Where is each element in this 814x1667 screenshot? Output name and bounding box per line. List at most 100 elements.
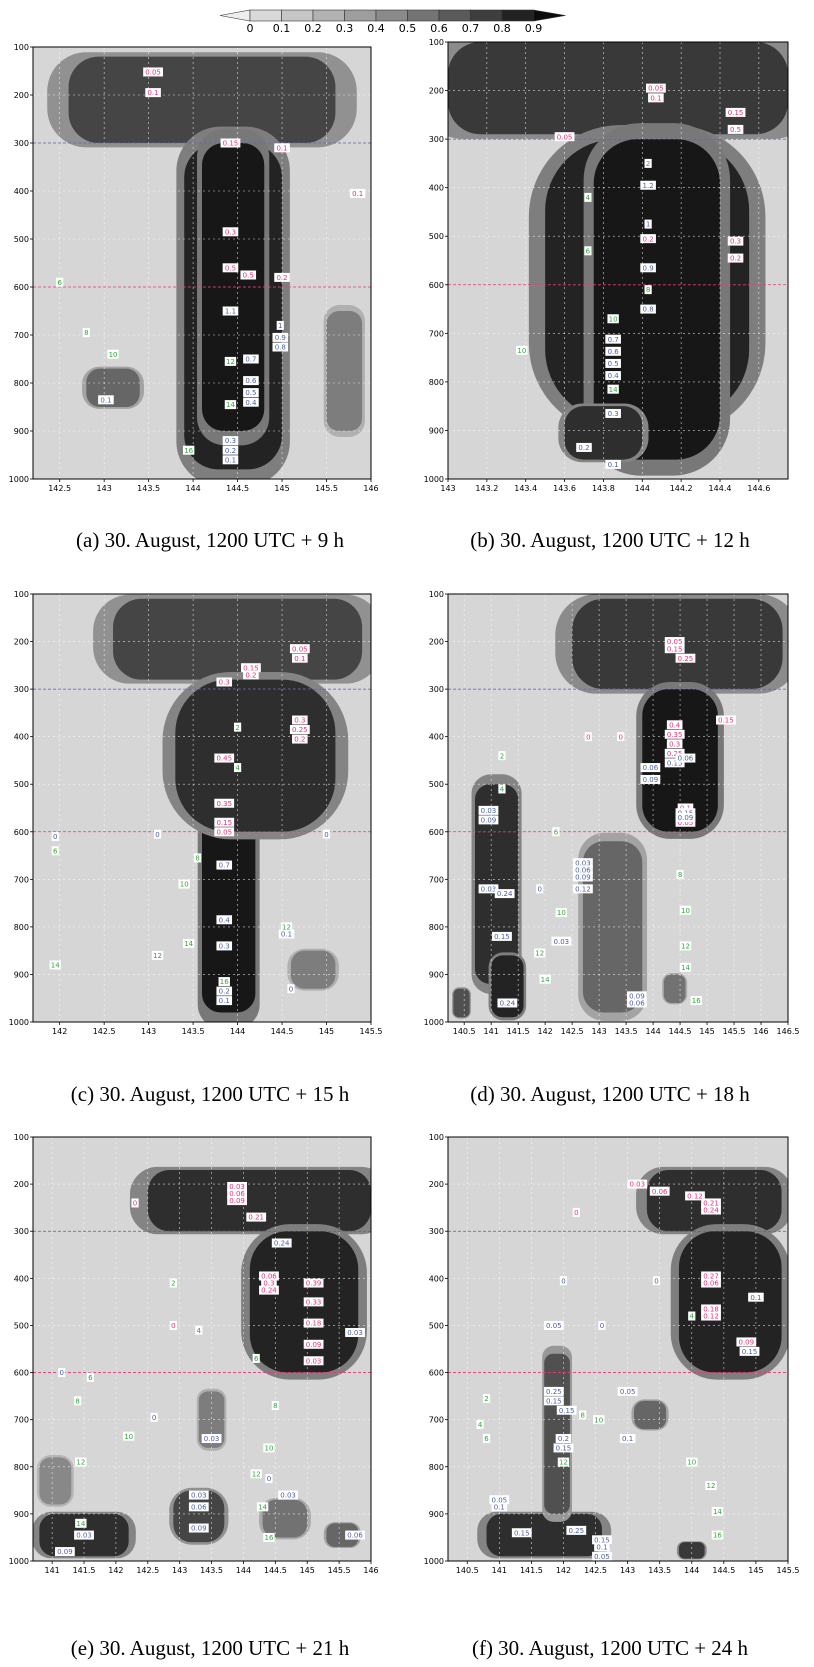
contour-label: 0.12 xyxy=(685,1191,705,1200)
contour-label-box xyxy=(539,974,551,984)
contour-label-box xyxy=(701,1311,721,1321)
y-tick-label: 800 xyxy=(429,1463,444,1472)
contour-label: 0.06 xyxy=(573,865,593,874)
contour-label-box xyxy=(605,371,621,381)
x-tick-label: 144.5 xyxy=(669,1027,692,1036)
contour-label-box xyxy=(572,1207,580,1217)
contour-label: 0.45 xyxy=(214,753,235,763)
contour-label-box xyxy=(214,753,235,763)
contour-label-box xyxy=(292,653,308,663)
contour-label: 0.15 xyxy=(664,644,685,653)
contour-label-box xyxy=(214,817,235,827)
x-tick-label: 143 xyxy=(141,1027,156,1036)
contour-label-text: 0.7 xyxy=(219,862,230,870)
contour-label-box xyxy=(690,996,702,1006)
x-tick-label: 145.5 xyxy=(360,1027,383,1036)
contour-label-text: 0 xyxy=(654,1277,658,1285)
contour-label: 6 xyxy=(482,1434,491,1443)
contour-label-text: 0.2 xyxy=(643,235,654,243)
colorbar-swatch xyxy=(407,9,440,22)
shading-core xyxy=(544,1353,570,1514)
contour-label-box xyxy=(716,715,736,725)
contour-label-text: 4 xyxy=(586,194,591,202)
contour-label: 0.5 xyxy=(243,388,259,397)
contour-label-box xyxy=(222,263,239,273)
contour-label: 0.1 xyxy=(274,143,290,152)
contour-label-box xyxy=(256,1502,269,1512)
contour-label: 0.15 xyxy=(214,817,235,827)
contour-label-box xyxy=(303,1297,324,1307)
contour-label-box xyxy=(607,384,619,394)
contour-label: 0.05 xyxy=(675,817,696,827)
contour-label-box xyxy=(227,1181,247,1191)
contour-label-box xyxy=(677,803,694,813)
contour-label-box xyxy=(188,1523,209,1533)
contour-label: 14 xyxy=(49,960,61,970)
contour-label: 14 xyxy=(224,400,237,409)
contour-label-text: 6 xyxy=(554,828,559,836)
contour-label: 12 xyxy=(679,941,692,951)
contour-label: 6 xyxy=(56,277,64,287)
panel-b: 0.050.10.050.150.50.30.20.21.210.90.80.7… xyxy=(424,38,789,493)
contour-label: 4 xyxy=(688,1311,696,1321)
contour-label-text: 0.2 xyxy=(578,444,589,452)
contour-label-text: 0 xyxy=(155,831,159,839)
contour-label-text: 0.45 xyxy=(216,755,232,763)
contour-label-box xyxy=(322,829,331,839)
shading-core xyxy=(486,1513,602,1557)
contour-label-text: 0.5 xyxy=(225,264,236,272)
contour-label: 0.05 xyxy=(214,827,235,837)
contour-label: 10 xyxy=(686,1457,698,1467)
plot-area: 0.030.060.120.210.240.270.060.180.120.09… xyxy=(448,1137,788,1561)
contour-label-text: 4 xyxy=(478,1421,483,1429)
y-tick-label: 900 xyxy=(14,1510,29,1519)
contour-label-text: 0.9 xyxy=(643,264,654,272)
contour-label-box xyxy=(201,1434,222,1444)
contour-label-box xyxy=(220,138,241,148)
contour-label-box xyxy=(664,748,685,758)
colorbar-swatch xyxy=(375,9,408,22)
contour-label: 0.05 xyxy=(543,1320,564,1330)
contour-label-box xyxy=(216,941,233,951)
y-tick-label: 600 xyxy=(14,1369,29,1378)
contour-label-box xyxy=(553,1443,574,1453)
y-tick-label: 700 xyxy=(14,1416,29,1425)
contour-label-box xyxy=(153,829,162,839)
contour-label-box xyxy=(216,996,233,1006)
contour-label-text: 0.15 xyxy=(594,1536,610,1544)
shading-core xyxy=(175,679,336,832)
contour-label-box xyxy=(701,1205,721,1215)
contour-label-box xyxy=(271,1401,279,1411)
contour-label-box xyxy=(492,931,512,941)
contour-label: 6 xyxy=(51,846,59,855)
contour-label-box xyxy=(86,1372,94,1382)
contour-label-box xyxy=(579,1410,587,1420)
contour-label-box xyxy=(664,758,685,768)
y-tick-label: 500 xyxy=(429,232,444,241)
contour-label-text: 0.15 xyxy=(514,1529,530,1537)
contour-label: 0.1 xyxy=(605,459,621,469)
contour-label-box xyxy=(188,1502,209,1512)
contour-label: 0.4 xyxy=(666,720,683,729)
contour-label-box xyxy=(640,234,656,244)
contour-label-text: 0 xyxy=(133,1200,137,1208)
shading-core xyxy=(663,974,686,1003)
contour-label: 6 xyxy=(252,1353,260,1363)
contour-label-text: 0.05 xyxy=(216,828,232,836)
caption-panel-d: (d) 30. August, 1200 UTC + 18 h xyxy=(470,1082,750,1106)
y-tick-label: 100 xyxy=(14,43,29,52)
contour-label: 0.03 xyxy=(478,884,499,893)
contour-label: 0.3 xyxy=(216,677,233,687)
contour-label-box xyxy=(214,827,235,837)
contour-label-box xyxy=(188,1490,209,1500)
x-tick-label: 142.5 xyxy=(93,1027,116,1036)
x-tick-label: 143.4 xyxy=(514,484,537,493)
contour-label-text: 0.24 xyxy=(261,1287,277,1295)
contour-label-text: 0.09 xyxy=(229,1197,245,1205)
caption-panel-f: (f) 30. August, 1200 UTC + 24 h xyxy=(471,1636,749,1660)
contour-label-text: 1 xyxy=(646,221,650,229)
contour-label: 0.15 xyxy=(553,1443,574,1453)
y-tick-label: 1000 xyxy=(424,475,444,484)
colorbar-swatch xyxy=(470,9,503,22)
contour-label: 0.21 xyxy=(701,1198,721,1208)
